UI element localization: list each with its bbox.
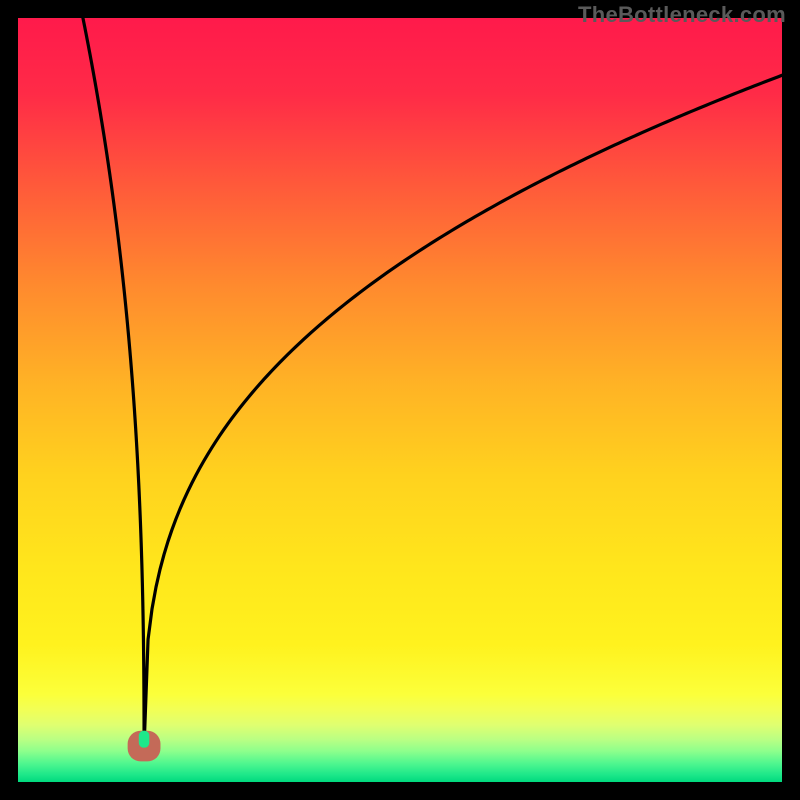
- bottleneck-chart: [0, 0, 800, 800]
- watermark-text: TheBottleneck.com: [578, 2, 786, 28]
- optimal-point-marker: [128, 731, 161, 762]
